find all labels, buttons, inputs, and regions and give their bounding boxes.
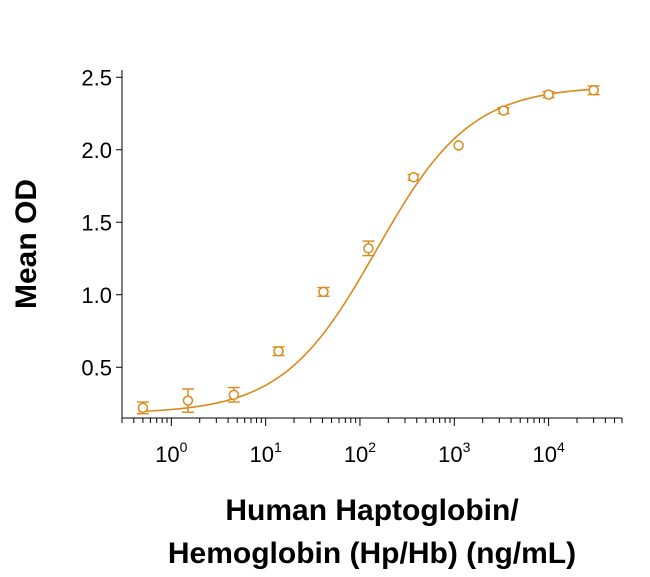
fit-curve-layer [138,88,597,413]
data-point [453,140,464,151]
fit-curve [138,88,597,413]
data-point [273,346,284,357]
x-tick-label: 103 [438,439,470,467]
data-point [588,85,599,96]
y-tick-label: 1.5 [81,210,112,235]
x-axis-title-line-1: Human Haptoglobin/ [225,494,519,527]
y-tick-label: 2.0 [81,138,112,163]
x-axis-title-line-2: Hemoglobin (Hp/Hb) (ng/mL) [168,537,576,570]
y-tick-label: 0.5 [81,355,112,380]
data-points-layer [136,85,600,415]
data-point [137,402,149,414]
y-tick-label: 2.5 [81,65,112,90]
x-axis: 100 101 102 103 104 [121,417,623,467]
data-point [543,89,554,100]
x-tick-label: 102 [344,439,376,467]
y-axis: 0.5 1.0 1.5 2.0 2.5 [81,65,123,418]
x-tick-label: 100 [155,439,187,467]
x-tick-label: 104 [532,439,564,467]
x-tick-label: 101 [249,439,281,467]
y-axis-title: Mean OD [10,179,43,309]
data-point [228,389,240,401]
data-point [318,286,329,298]
data-point [182,395,194,406]
data-point [408,172,419,183]
data-point [498,105,509,116]
y-tick-label: 1.0 [81,283,112,308]
data-point [363,243,374,254]
